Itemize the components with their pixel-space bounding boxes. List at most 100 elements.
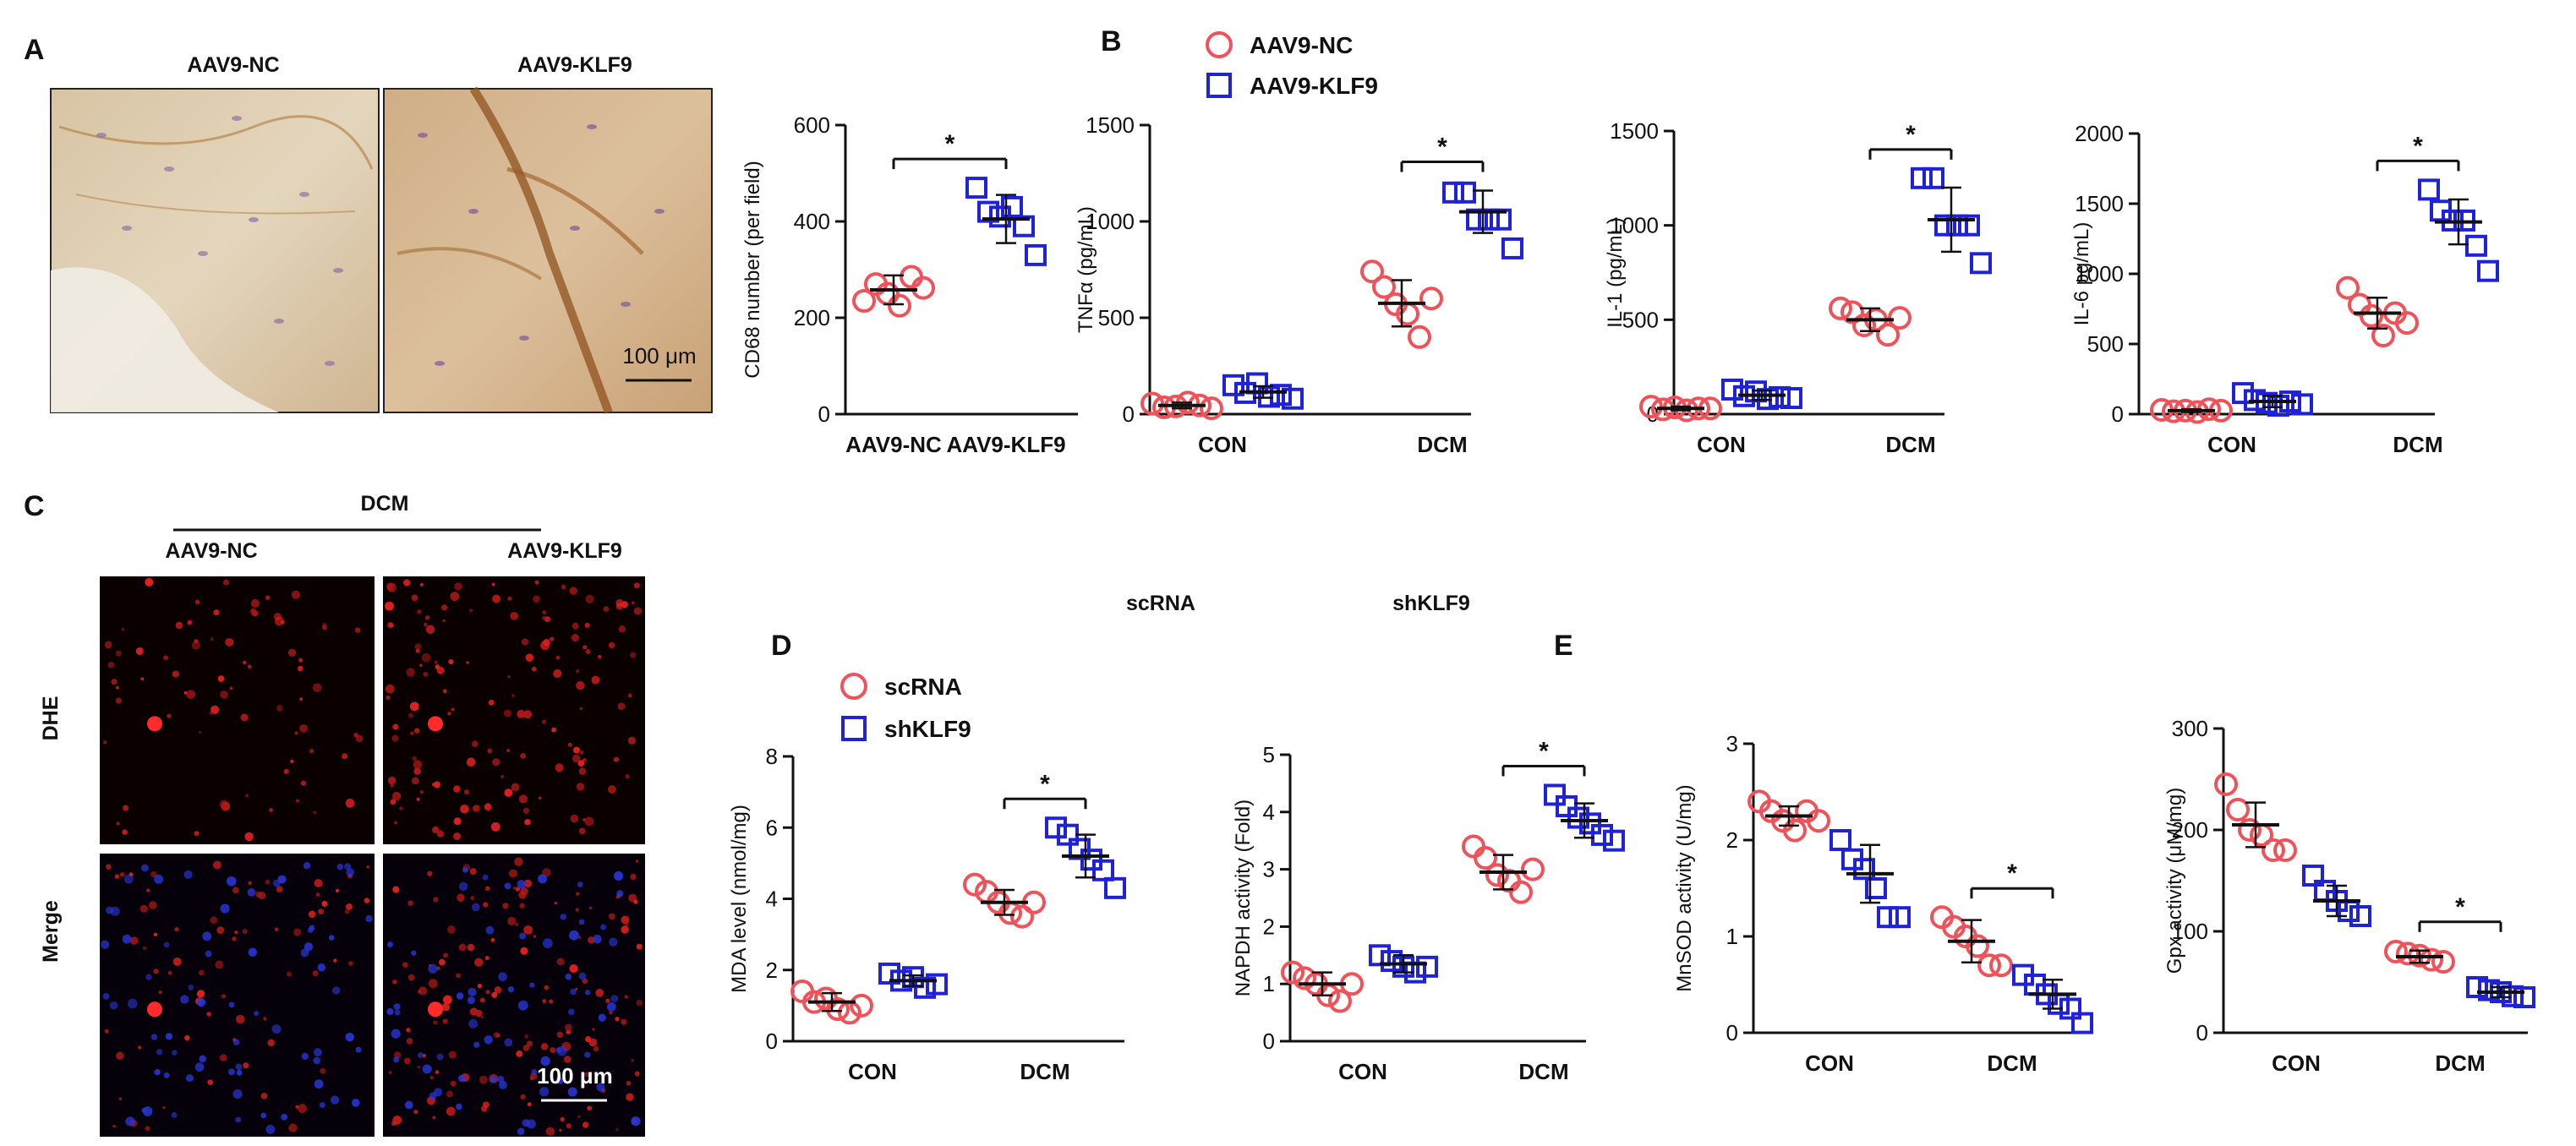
fluorescence-dot bbox=[412, 756, 418, 761]
fluorescence-dot bbox=[507, 675, 511, 679]
fluorescence-dot bbox=[153, 969, 159, 974]
fluorescence-dot bbox=[490, 821, 500, 832]
fluorescence-dot bbox=[407, 712, 413, 718]
data-point-circle bbox=[888, 293, 911, 318]
nucleus-dot bbox=[422, 1064, 432, 1074]
y-tick-label: 0 bbox=[818, 401, 830, 427]
nucleus-dot bbox=[304, 942, 314, 952]
fluorescence-dot bbox=[427, 870, 433, 876]
fluorescence-dhe-aav9-nc bbox=[100, 576, 375, 844]
fluorescence-dot bbox=[298, 1104, 308, 1114]
data-point-circle bbox=[1840, 300, 1864, 325]
data-point-square bbox=[2349, 905, 2371, 927]
bright-spot bbox=[147, 716, 162, 732]
nucleus-dot bbox=[489, 1076, 497, 1083]
data-point-circle bbox=[1888, 306, 1911, 330]
image-title-aav9-nc: AAV9-NC bbox=[187, 53, 279, 77]
data-point-square bbox=[1442, 181, 1464, 204]
nucleus-dot bbox=[386, 1007, 394, 1016]
fluorescence-dot bbox=[186, 690, 196, 699]
fluorescence-dot bbox=[391, 791, 402, 801]
fluorescence-dot bbox=[232, 936, 237, 941]
stray-label-shklf9: shKLF9 bbox=[1392, 592, 1470, 615]
nucleus-dot bbox=[560, 914, 566, 920]
nucleus-dot bbox=[434, 1088, 443, 1097]
fluorescence-dot bbox=[587, 1105, 593, 1111]
nucleus-dot bbox=[468, 987, 477, 996]
fluorescence-dot bbox=[624, 995, 628, 999]
fluorescence-dot bbox=[421, 652, 431, 663]
fluorescence-dot bbox=[260, 1093, 268, 1100]
significance-star: * bbox=[2007, 860, 2017, 887]
y-tick-label: 300 bbox=[2172, 716, 2208, 741]
fluorescence-dot bbox=[631, 1058, 635, 1062]
fluorescence-dot bbox=[333, 958, 337, 963]
data-point-square bbox=[1603, 829, 1625, 852]
fluorescence-dot bbox=[559, 1128, 562, 1132]
legend-marker-aav9-klf9 bbox=[1206, 73, 1232, 98]
fluorescence-dot bbox=[592, 1028, 595, 1031]
data-point-square bbox=[2232, 382, 2254, 405]
x-category-label: CON bbox=[848, 1059, 897, 1084]
fluorescence-dot bbox=[175, 621, 183, 630]
fluorescence-dot bbox=[588, 906, 593, 910]
fluorescence-dot bbox=[342, 753, 348, 760]
fluorescence-dot bbox=[576, 680, 585, 690]
nucleus-dot bbox=[614, 870, 624, 881]
fluorescence-dot bbox=[570, 814, 579, 823]
fluorescence-dot bbox=[479, 997, 485, 1003]
fluorescence-dot bbox=[194, 599, 200, 605]
micrograph-aav9-klf9 bbox=[383, 86, 713, 414]
fluorescence-dot bbox=[242, 929, 248, 935]
y-tick-label: 1500 bbox=[1610, 118, 1659, 144]
nucleus-dot bbox=[539, 1087, 550, 1097]
fluorescence-dot bbox=[429, 1076, 434, 1080]
data-point-circle bbox=[911, 276, 935, 300]
fluorescence-dot bbox=[240, 713, 249, 722]
fluorescence-dot bbox=[529, 1076, 534, 1081]
fluorescence-dot bbox=[491, 991, 498, 998]
fluorescence-dot bbox=[597, 654, 602, 659]
nucleus-dot bbox=[154, 874, 164, 884]
fluorescence-dot bbox=[480, 1015, 484, 1019]
nucleus-dot bbox=[346, 868, 355, 877]
group-label-dcm: DCM bbox=[361, 492, 409, 516]
fluorescence-dot bbox=[483, 902, 489, 908]
nucleus-dot bbox=[180, 995, 189, 1004]
fluorescence-dot bbox=[198, 969, 205, 976]
fluorescence-dot bbox=[446, 1090, 453, 1098]
fluorescence-dot bbox=[469, 1007, 479, 1016]
fluorescence-dot bbox=[288, 1123, 298, 1132]
fluorescence-dot bbox=[296, 799, 300, 803]
panel-letter-c: C bbox=[24, 490, 45, 522]
fluorescence-dot bbox=[406, 668, 415, 677]
fluorescence-dot bbox=[265, 595, 271, 600]
fluorescence-dot bbox=[320, 1067, 326, 1074]
fluorescence-dot bbox=[626, 1093, 634, 1101]
nucleus-dot bbox=[504, 882, 511, 890]
nucleus-dot bbox=[404, 1100, 413, 1110]
data-point-circle bbox=[1521, 857, 1545, 881]
fluorescence-dot bbox=[167, 970, 172, 975]
nucleus-dot bbox=[393, 1056, 400, 1063]
data-point-circle bbox=[1639, 395, 1663, 419]
fluorescence-dot bbox=[217, 675, 225, 682]
fluorescence-dot bbox=[390, 783, 394, 788]
data-point-square bbox=[926, 973, 948, 996]
fluorescence-dot bbox=[213, 609, 220, 616]
data-point-circle bbox=[1783, 818, 1807, 843]
nucleus-dot bbox=[417, 1052, 424, 1058]
nucleus-dot bbox=[248, 947, 258, 957]
fluorescence-dot bbox=[295, 1105, 299, 1109]
x-category-label: DCM bbox=[1885, 432, 1935, 457]
nucleus-dot bbox=[351, 1098, 360, 1107]
nucleus-dot bbox=[254, 1010, 260, 1017]
data-point-circle bbox=[1509, 880, 1533, 904]
nucleus-dot bbox=[462, 866, 468, 873]
micrograph-aav9-nc bbox=[50, 88, 380, 413]
fluorescence-dot bbox=[485, 990, 490, 995]
fluorescence-dot bbox=[506, 749, 511, 753]
fluorescence-dot bbox=[453, 785, 461, 793]
fluorescence-dot bbox=[470, 895, 475, 900]
fluorescence-dot bbox=[492, 594, 501, 603]
